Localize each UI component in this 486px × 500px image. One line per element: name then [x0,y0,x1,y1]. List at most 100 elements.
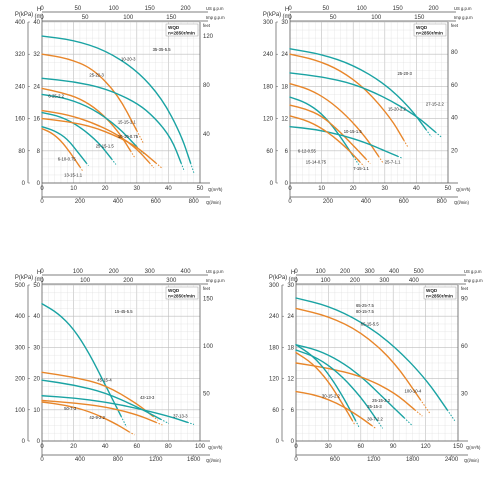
lmin-tick-label: 1600 [187,457,201,463]
h-axis-unit: (m) [35,277,44,283]
series-tail [425,129,432,138]
curve-label: 25-15-2.2 [372,398,391,403]
m3h-tick-label: 30 [381,186,388,192]
p-tick-label: 120 [263,117,274,123]
lmin-tick-label: 400 [75,457,86,463]
lmin-tick-label: 800 [437,199,448,205]
legend-speed: n=2850r/min [168,31,195,36]
series-line-25-22-3 [41,77,182,164]
series-tail [136,130,144,144]
h-tick-label: 32 [33,52,40,58]
p-tick-label: 240 [263,52,274,58]
legend-speed: n=2850r/min [426,294,453,299]
m3h-axis-label: Q(m³/h) [208,445,223,450]
h-tick-label: 8 [37,149,41,155]
p-tick-label: 400 [15,314,26,320]
lmin-axis-label: Q(l/min) [206,200,221,205]
feet-tick-label: 80 [451,50,458,56]
imp-tick-label: 150 [166,15,177,21]
curve-label: 27-15-2.2 [426,102,445,107]
series-line-27-15-2.2 [289,72,437,133]
series-line-6-10-0.75 [41,127,81,168]
lmin-axis-label: Q(l/min) [206,458,221,463]
series-line-10-20-3 [41,53,138,132]
us-axis-label: US g.p.m [206,269,224,274]
series-line-15-15-1.1 [41,111,113,160]
lmin-axis-label: Q(l/min) [464,458,479,463]
h-tick-label: 0 [37,439,41,445]
imp-axis-label: Imp g.p.m [454,15,473,20]
series-tail [160,418,170,424]
series-line-25-15-1.5 [41,109,151,164]
curve-label: 43-13-3 [140,395,155,400]
h-tick-label: 18 [287,345,294,351]
series-tail [378,155,384,164]
imp-axis-label: Imp g.p.m [206,15,225,20]
h-axis-unit: (m) [283,14,292,20]
m3h-tick-label: 60 [357,444,364,450]
us-tick-label: 100 [316,269,327,275]
lmin-tick-label: 600 [399,199,410,205]
feet-tick-label: 80 [203,83,210,89]
curve-label: 100-10-4 [405,389,422,394]
lmin-tick-label: 0 [288,199,292,205]
imp-tick-label: 100 [371,15,382,21]
feet-axis-label: feet [203,23,211,28]
m3h-tick-label: 0 [294,444,298,450]
h-tick-label: 40 [33,314,40,320]
series-line-15-25-2.2 [41,93,138,148]
series-tail [403,417,412,426]
feet-axis-label: feet [203,286,211,291]
curve-label: 25-7-1.1 [385,160,401,165]
lmin-tick-label: 2400 [445,457,459,463]
us-tick-label: 500 [414,269,425,275]
us-tick-label: 300 [365,269,376,275]
us-tick-label: 100 [73,269,84,275]
m3h-tick-label: 150 [453,444,464,450]
curve-label: 65-15-5.5 [361,322,380,327]
imp-tick-label: 50 [330,15,337,21]
legend-box [165,286,199,300]
series-line-100-10-4 [295,362,416,411]
us-tick-label: 50 [75,6,82,12]
curve-label: 50-7-3 [64,406,77,411]
legend-model: WQD [168,25,180,30]
p-axis-label: P(kPa) [15,12,33,18]
p-tick-label: 180 [263,84,274,90]
curve-label: 6-12-0.55 [298,148,317,153]
m3h-tick-label: 40 [413,186,420,192]
m3h-tick-label: 100 [195,444,206,450]
series-tail [120,415,127,428]
h-tick-label: 40 [33,20,40,26]
p-axis-label: P(kPa) [263,12,281,18]
feet-tick-label: 50 [203,391,210,397]
lmin-tick-label: 1200 [367,457,381,463]
us-tick-label: 200 [340,269,351,275]
m3h-axis-label: Q(m³/h) [208,187,223,192]
m3h-tick-label: 120 [421,444,432,450]
series-tail [371,424,376,429]
m3h-tick-label: 90 [390,444,397,450]
lmin-tick-label: 0 [40,457,44,463]
curve-label: 25-22-3 [89,73,104,78]
m3h-tick-label: 0 [40,444,44,450]
curve-label: 80-15-7.5 [356,309,375,314]
m3h-tick-label: 60 [133,444,140,450]
us-tick-label: 200 [109,269,120,275]
lmin-tick-label: 1200 [149,457,163,463]
curve-label: 35-35-5.5 [153,47,172,52]
h-tick-label: 0 [285,181,289,187]
series-line-35-15-3 [295,349,378,421]
curve-label: 10-15-1.5 [344,129,363,134]
imp-tick-label: 0 [288,15,292,21]
h-tick-label: 0 [291,439,295,445]
h-tick-label: 6 [291,408,295,414]
p-tick-label: 160 [15,117,26,123]
h-tick-label: 24 [287,314,294,320]
p-tick-label: 0 [22,439,26,445]
